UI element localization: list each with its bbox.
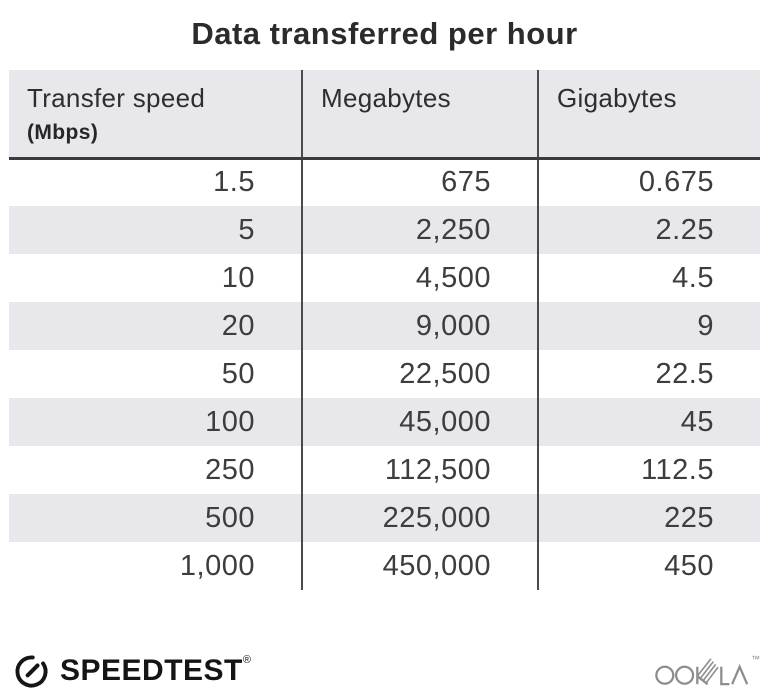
- cell-gigabytes: 45: [538, 398, 760, 446]
- ookla-wordmark-icon: [655, 658, 749, 686]
- ookla-logo: ™: [654, 654, 760, 687]
- speedtest-gauge-icon: [15, 655, 48, 688]
- table-row: 100 45,000 45: [9, 398, 760, 446]
- cell-gigabytes: 9: [538, 302, 760, 350]
- table-row: 1.5 675 0.675: [9, 158, 760, 206]
- cell-gigabytes: 0.675: [638, 166, 714, 199]
- cell-speed: 20: [9, 302, 303, 350]
- header-megabytes-label: Megabytes: [321, 83, 451, 113]
- data-table-container: Transfer speed (Mbps) Megabytes Gigabyte…: [9, 70, 760, 590]
- cell-speed: 50: [9, 350, 303, 398]
- cell-speed: 100: [9, 398, 303, 446]
- cell-speed: 1,000: [9, 542, 303, 590]
- header-transfer-speed-label: Transfer speed: [27, 83, 206, 113]
- cell-speed: 500: [9, 494, 303, 542]
- cell-megabytes: 450,000: [302, 542, 539, 590]
- cell-gigabytes: 225: [538, 494, 760, 542]
- header-mbps-unit-label: (Mbps): [27, 121, 99, 144]
- cell-megabytes: 45,000: [302, 398, 539, 446]
- cell-megabytes: 4,500: [302, 254, 539, 302]
- page-title: Data transferred per hour: [191, 16, 578, 51]
- cell-megabytes: 22,500: [302, 350, 539, 398]
- table-row: 50 22,500 22.5: [9, 350, 760, 398]
- table-row: 1,000 450,000 450: [9, 542, 760, 590]
- cell-gigabytes: 4.5: [672, 261, 714, 294]
- footer: SPEEDTEST®: [12, 648, 760, 694]
- header-cell-transfer-speed: Transfer speed (Mbps): [9, 70, 303, 160]
- cell-megabytes: 112,500: [302, 446, 539, 494]
- table-row: 10 4,500 4.5: [9, 254, 760, 302]
- cell-megabytes: 2,250: [302, 206, 539, 254]
- cell-gigabytes: 22.5: [655, 357, 714, 390]
- trademark-mark: ™: [751, 654, 760, 664]
- cell-gigabytes: 2.25: [538, 206, 760, 254]
- cell-gigabytes: 112.5: [641, 453, 714, 486]
- cell-megabytes: 9,000: [302, 302, 539, 350]
- table-row: 5 2,250 2.25: [9, 206, 760, 254]
- cell-gigabytes: 450: [664, 549, 714, 582]
- header-cell-gigabytes: Gigabytes: [538, 70, 760, 160]
- table-row: 20 9,000 9: [9, 302, 760, 350]
- registered-trademark-mark: ®: [242, 654, 251, 666]
- speedtest-logo: SPEEDTEST®: [12, 652, 251, 691]
- table-row: 500 225,000 225: [9, 494, 760, 542]
- cell-speed: 250: [9, 446, 303, 494]
- cell-speed: 1.5: [9, 158, 303, 206]
- header-row: Transfer speed (Mbps) Megabytes Gigabyte…: [9, 70, 760, 160]
- data-table: Transfer speed (Mbps) Megabytes Gigabyte…: [9, 70, 760, 590]
- header-cell-megabytes: Megabytes: [302, 70, 539, 160]
- cell-speed: 5: [9, 206, 303, 254]
- cell-speed: 10: [9, 254, 303, 302]
- header-gigabytes-label: Gigabytes: [557, 83, 677, 113]
- speedtest-wordmark: SPEEDTEST: [60, 654, 243, 687]
- cell-megabytes: 225,000: [302, 494, 539, 542]
- table-row: 250 112,500 112.5: [9, 446, 760, 494]
- cell-megabytes: 675: [302, 158, 539, 206]
